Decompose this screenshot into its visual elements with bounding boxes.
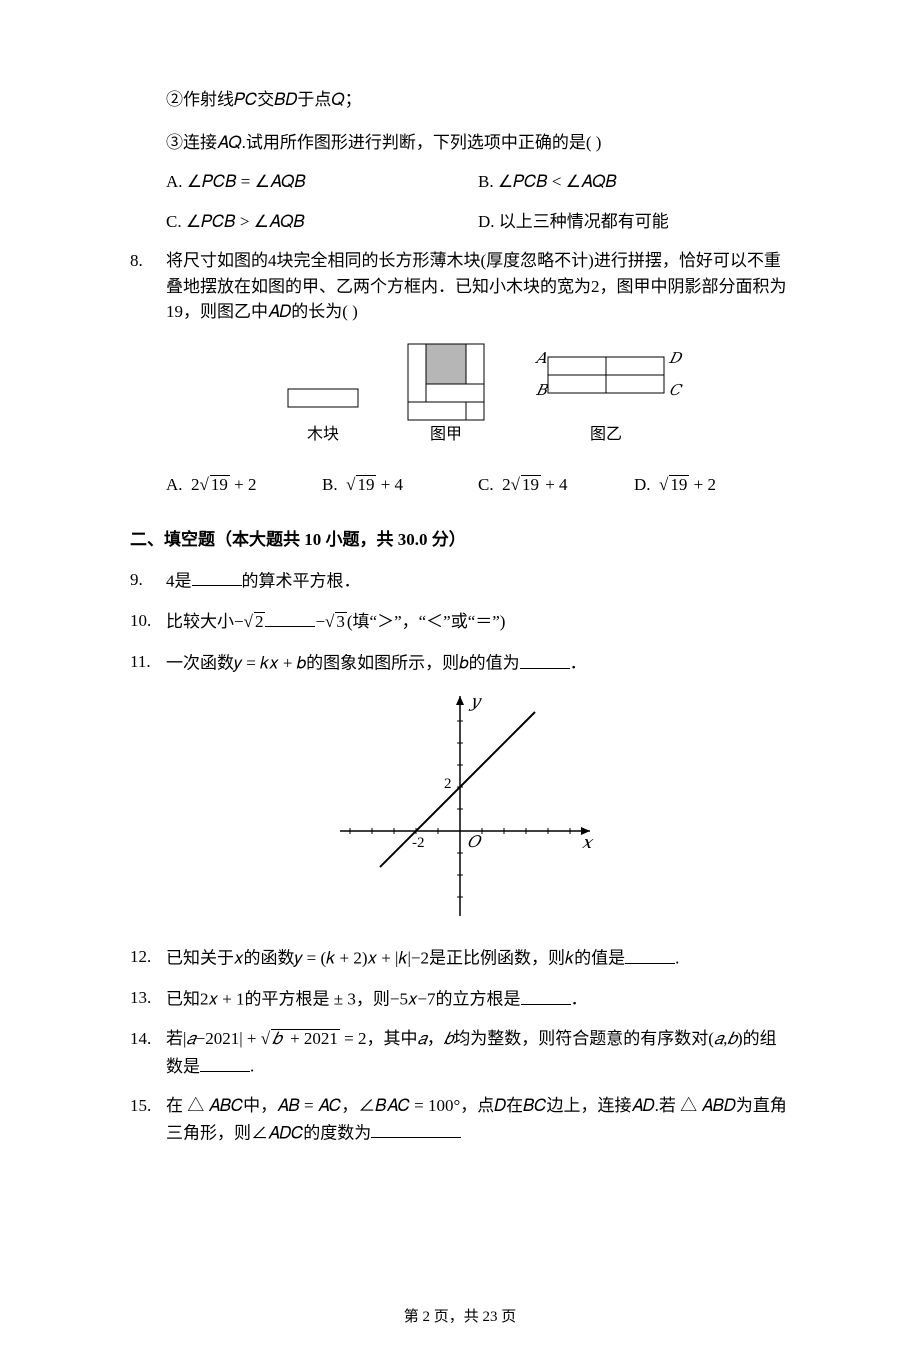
q7-step3: ③连接𝐴𝑄.试用所作图形进行判断，下列选项中正确的是( ) xyxy=(166,130,790,156)
q15-number: 15. xyxy=(130,1093,166,1119)
q7-option-d[interactable]: D. 以上三种情况都有可能 xyxy=(478,209,790,235)
q11-number: 11. xyxy=(130,649,166,675)
label-c: 𝐶 xyxy=(669,383,683,399)
q8-option-b[interactable]: B. √19 + 4 xyxy=(322,472,478,498)
label-a: 𝐴 xyxy=(534,351,547,367)
q10-pre: 比较大小−√2 xyxy=(166,612,265,631)
label-block: 木块 xyxy=(307,425,339,443)
question-9: 9. 4是 的算术平方根． xyxy=(130,567,790,594)
q15-text: 在 △ 𝐴𝐵𝐶中，𝐴𝐵 = 𝐴𝐶，∠𝐵𝐴𝐶 = 100°，点𝐷在𝐵𝐶边上，连接𝐴… xyxy=(166,1096,787,1142)
label-b: 𝐵 xyxy=(535,383,549,399)
q13-number: 13. xyxy=(130,985,166,1011)
q11-suffix: ． xyxy=(570,654,587,673)
q9-number: 9. xyxy=(130,567,166,593)
q8-option-d[interactable]: D. √19 + 2 xyxy=(634,472,790,498)
label-yi: 图乙 xyxy=(590,426,622,443)
svg-text:𝑦: 𝑦 xyxy=(468,692,482,711)
q11-graph: 𝑦 𝑥 𝑂 2 -2 xyxy=(130,686,790,926)
q12-pre: 已知关于𝑥的函数𝑦 = (𝑘 + 2)𝑥 + |𝑘|−2是正比例函数，则𝑘的值是 xyxy=(166,949,625,968)
question-7-continued: ②作射线𝑃𝐶交𝐵𝐷于点𝑄； ③连接𝐴𝑄.试用所作图形进行判断，下列选项中正确的是… xyxy=(130,87,790,234)
page-footer: 第 2 页，共 23 页 xyxy=(130,1306,790,1329)
q13-suffix: ． xyxy=(571,990,588,1009)
question-14: 14. 若|𝑎−2021| + √𝑏 + 2021 = 2，其中𝑎，𝑏均为整数，… xyxy=(130,1026,790,1079)
q13-pre: 已知2𝑥 + 1的平方根是 ± 3，则−5𝑥−7的立方根是 xyxy=(166,990,521,1009)
label-jia: 图甲 xyxy=(430,426,462,443)
question-13: 13. 已知2𝑥 + 1的平方根是 ± 3，则−5𝑥−7的立方根是 ． xyxy=(130,985,790,1012)
q8-option-c[interactable]: C. 2√19 + 4 xyxy=(478,472,634,498)
q8-diagram: 木块 图甲 xyxy=(166,339,790,454)
q8-text: 将尺寸如图的4块完全相同的长方形薄木块(厚度忽略不计)进行拼摆，恰好可以不重叠地… xyxy=(166,248,790,325)
q7-option-a[interactable]: A. ∠𝑃𝐶𝐵 = ∠𝐴𝑄𝐵 xyxy=(166,169,478,195)
q9-post: 的算术平方根． xyxy=(242,571,361,590)
q7-option-c[interactable]: C. ∠𝑃𝐶𝐵 > ∠𝐴𝑄𝐵 xyxy=(166,209,478,235)
section-2-head: 二、填空题（本大题共 10 小题，共 30.0 分） xyxy=(130,527,790,553)
svg-text:2: 2 xyxy=(444,776,452,792)
q10-mid: −√3(填“＞”，“＜”或“＝”) xyxy=(315,612,505,631)
q12-suffix: . xyxy=(675,949,679,968)
q14-number: 14. xyxy=(130,1026,166,1052)
blank[interactable] xyxy=(192,567,242,587)
blank[interactable] xyxy=(625,944,675,964)
question-11: 11. 一次函数𝑦 = 𝑘𝑥 + 𝑏的图象如图所示，则𝑏的值为 ． xyxy=(130,649,790,676)
svg-text:-2: -2 xyxy=(412,835,425,851)
blank[interactable] xyxy=(371,1119,461,1139)
q14-text: 若|𝑎−2021| + √𝑏 + 2021 = 2，其中𝑎，𝑏均为整数，则符合题… xyxy=(166,1029,777,1075)
blank[interactable] xyxy=(265,608,315,628)
q11-text: 一次函数𝑦 = 𝑘𝑥 + 𝑏的图象如图所示，则𝑏的值为 xyxy=(166,654,520,673)
q9-pre: 4是 xyxy=(166,571,192,590)
label-d: 𝐷 xyxy=(668,351,683,367)
q8-number: 8. xyxy=(130,248,166,274)
question-10: 10. 比较大小−√2 −√3(填“＞”，“＜”或“＝”) xyxy=(130,608,790,635)
question-8: 8. 将尺寸如图的4块完全相同的长方形薄木块(厚度忽略不计)进行拼摆，恰好可以不… xyxy=(130,248,790,497)
svg-text:𝑂: 𝑂 xyxy=(467,834,482,851)
blank[interactable] xyxy=(520,649,570,669)
q7-step2: ②作射线𝑃𝐶交𝐵𝐷于点𝑄； xyxy=(166,87,790,113)
q10-number: 10. xyxy=(130,608,166,634)
question-12: 12. 已知关于𝑥的函数𝑦 = (𝑘 + 2)𝑥 + |𝑘|−2是正比例函数，则… xyxy=(130,944,790,971)
q7-option-b[interactable]: B. ∠𝑃𝐶𝐵 < ∠𝐴𝑄𝐵 xyxy=(478,169,790,195)
blank[interactable] xyxy=(521,985,571,1005)
q14-suffix: . xyxy=(250,1057,254,1076)
q12-number: 12. xyxy=(130,944,166,970)
question-15: 15. 在 △ 𝐴𝐵𝐶中，𝐴𝐵 = 𝐴𝐶，∠𝐵𝐴𝐶 = 100°，点𝐷在𝐵𝐶边上… xyxy=(130,1093,790,1146)
blank[interactable] xyxy=(200,1052,250,1072)
q8-option-a[interactable]: A. 2√19 + 2 xyxy=(166,472,322,498)
svg-text:𝑥: 𝑥 xyxy=(582,833,594,852)
